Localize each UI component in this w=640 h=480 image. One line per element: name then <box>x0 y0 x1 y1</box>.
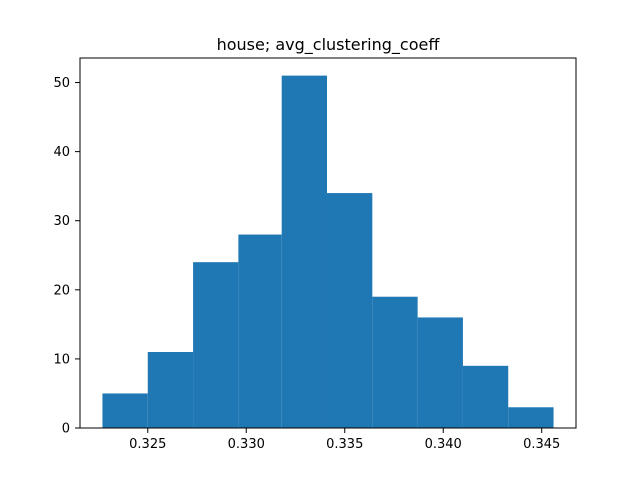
x-tick-label: 0.335 <box>326 437 363 452</box>
y-tick-label: 40 <box>53 145 70 160</box>
histogram-bar-9 <box>462 365 509 428</box>
x-tick-label: 0.340 <box>425 437 462 452</box>
x-tick-label: 0.325 <box>129 437 166 452</box>
x-tick-label: 0.330 <box>228 437 265 452</box>
histogram-bar-6 <box>327 193 373 428</box>
histogram-bar-3 <box>193 262 239 428</box>
y-tick-label: 50 <box>53 76 70 91</box>
y-tick-label: 20 <box>53 283 70 298</box>
histogram-bar-1 <box>102 393 148 428</box>
histogram-bar-4 <box>238 234 282 428</box>
histogram-bar-10 <box>508 407 554 428</box>
x-tick-label: 0.345 <box>523 437 560 452</box>
histogram-bar-2 <box>147 351 194 428</box>
plot-frame <box>79 57 577 429</box>
x-axis-ticks: 0.325 0.330 0.335 0.340 0.345 <box>129 428 560 452</box>
histogram-bar-7 <box>372 296 418 428</box>
histogram-bar-8 <box>417 317 463 428</box>
y-tick-label: 30 <box>53 214 70 229</box>
y-tick-label: 0 <box>62 422 70 437</box>
y-tick-label: 10 <box>53 352 70 367</box>
histogram-bar-5 <box>281 75 328 428</box>
y-axis-ticks: 0 10 20 30 40 50 <box>53 76 80 437</box>
chart-title: house; avg_clustering_coeff <box>217 35 441 55</box>
bars-group <box>102 75 554 428</box>
